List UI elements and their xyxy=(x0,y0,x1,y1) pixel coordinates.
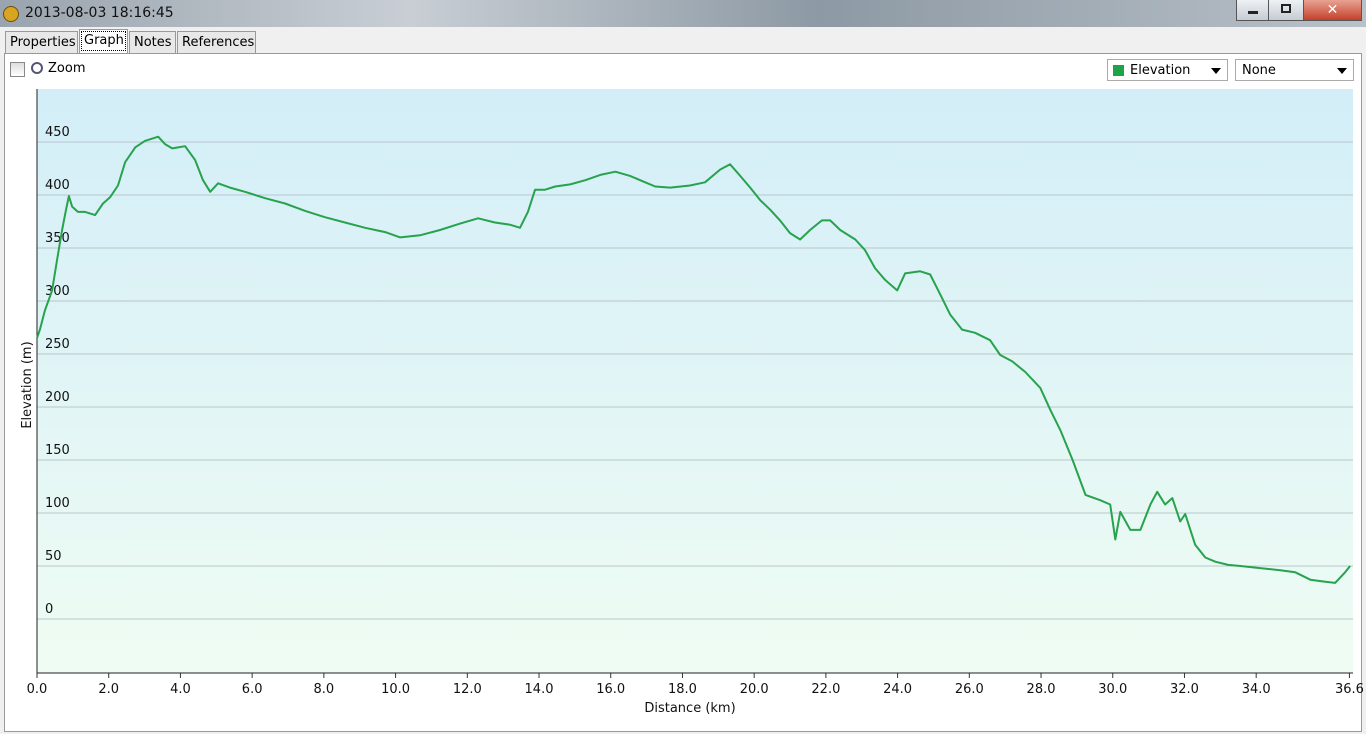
y-tick-label: 50 xyxy=(45,549,62,564)
primary-value: Elevation xyxy=(1130,63,1191,78)
x-tick-label: 36.6 xyxy=(1335,682,1364,697)
y-tick-label: 100 xyxy=(45,496,70,511)
y-tick-label: 150 xyxy=(45,443,70,458)
close-button[interactable]: ✕ xyxy=(1303,0,1362,21)
x-tick-label: 16.0 xyxy=(596,682,625,697)
x-tick-label: 26.0 xyxy=(955,682,984,697)
zoom-checkbox[interactable] xyxy=(10,62,25,77)
primary-dropdown[interactable]: Elevation xyxy=(1107,59,1228,81)
y-tick-label: 450 xyxy=(45,125,70,140)
x-tick-label: 2.0 xyxy=(98,682,119,697)
x-tick-label: 6.0 xyxy=(242,682,263,697)
window-title: 2013-08-03 18:16:45 xyxy=(25,5,174,21)
title-bar: 2013-08-03 18:16:45 ✕ xyxy=(0,0,1366,27)
y-tick-label: 0 xyxy=(45,602,53,617)
app-icon xyxy=(3,6,19,22)
x-tick-label: 10.0 xyxy=(381,682,410,697)
plot-area xyxy=(37,89,1353,673)
tab[interactable]: References xyxy=(177,31,256,53)
x-tick-label: 24.0 xyxy=(883,682,912,697)
zoom-label: Zoom xyxy=(48,61,86,76)
x-tick-label: 30.0 xyxy=(1098,682,1127,697)
x-tick-label: 18.0 xyxy=(668,682,697,697)
x-tick-label: 20.0 xyxy=(740,682,769,697)
y-tick-label: 400 xyxy=(45,178,70,193)
elevation-line xyxy=(36,135,1351,584)
x-tick-label: 28.0 xyxy=(1027,682,1056,697)
secondary-value: None xyxy=(1242,63,1276,78)
tab[interactable]: Graph xyxy=(79,29,128,53)
x-tick-label: 0.0 xyxy=(27,682,48,697)
secondary-dropdown[interactable]: None xyxy=(1235,59,1354,81)
y-tick-label: 200 xyxy=(45,390,70,405)
x-tick-label: 34.0 xyxy=(1242,682,1271,697)
y-axis-label: Elevation (m) xyxy=(20,341,35,428)
y-tick-label: 250 xyxy=(45,337,70,352)
x-tick-label: 14.0 xyxy=(525,682,554,697)
tab[interactable]: Notes xyxy=(129,31,176,53)
series-swatch xyxy=(1113,65,1124,76)
zoom-icon xyxy=(31,62,43,74)
tab[interactable]: Properties xyxy=(5,31,78,53)
y-tick-label: 350 xyxy=(45,231,70,246)
y-tick-label: 300 xyxy=(45,284,70,299)
x-tick-label: 8.0 xyxy=(314,682,335,697)
x-axis-label: Distance (km) xyxy=(644,701,735,716)
x-tick-label: 22.0 xyxy=(811,682,840,697)
x-tick-label: 12.0 xyxy=(453,682,482,697)
x-tick-label: 32.0 xyxy=(1170,682,1199,697)
x-tick-label: 4.0 xyxy=(170,682,191,697)
